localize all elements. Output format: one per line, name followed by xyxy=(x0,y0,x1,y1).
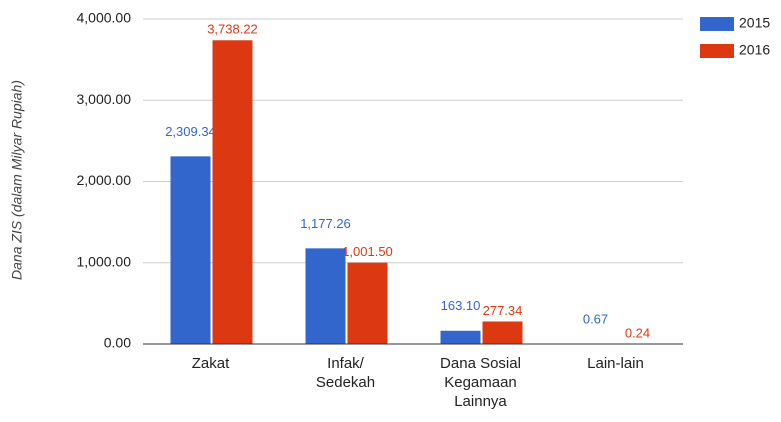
data-label: 0.67 xyxy=(583,311,608,326)
data-label: 3,738.22 xyxy=(207,22,258,37)
y-tick-label: 0.00 xyxy=(104,335,131,351)
data-label: 1,177.26 xyxy=(300,216,351,231)
y-tick-label: 4,000.00 xyxy=(77,10,132,26)
legend-label: 2015 xyxy=(739,15,770,31)
data-label: 277.34 xyxy=(483,303,523,318)
y-tick-label: 3,000.00 xyxy=(77,91,132,107)
y-tick-label: 2,000.00 xyxy=(77,172,132,188)
data-label: 2,309.34 xyxy=(165,124,216,139)
x-tick-label: Lain-lain xyxy=(587,355,644,372)
data-label: 163.10 xyxy=(441,298,481,313)
bar xyxy=(440,330,481,344)
x-tick-label: Dana Sosial Kegamaan Lainnya xyxy=(440,355,521,410)
x-tick-label: Zakat xyxy=(191,355,230,372)
bar xyxy=(170,156,211,344)
bar xyxy=(212,40,253,345)
bar xyxy=(347,262,388,344)
legend-swatch xyxy=(700,44,734,58)
data-label: 1,001.50 xyxy=(342,244,393,259)
y-axis-title: Dana ZIS (dalam Milyar Rupiah) xyxy=(9,80,25,280)
data-label: 0.24 xyxy=(625,325,650,340)
bar xyxy=(482,321,523,344)
legend-swatch xyxy=(700,17,734,31)
legend-label: 2016 xyxy=(739,42,770,58)
bar xyxy=(305,248,346,344)
x-tick-label: Infak/ Sedekah xyxy=(315,355,376,391)
y-tick-label: 1,000.00 xyxy=(77,253,132,269)
